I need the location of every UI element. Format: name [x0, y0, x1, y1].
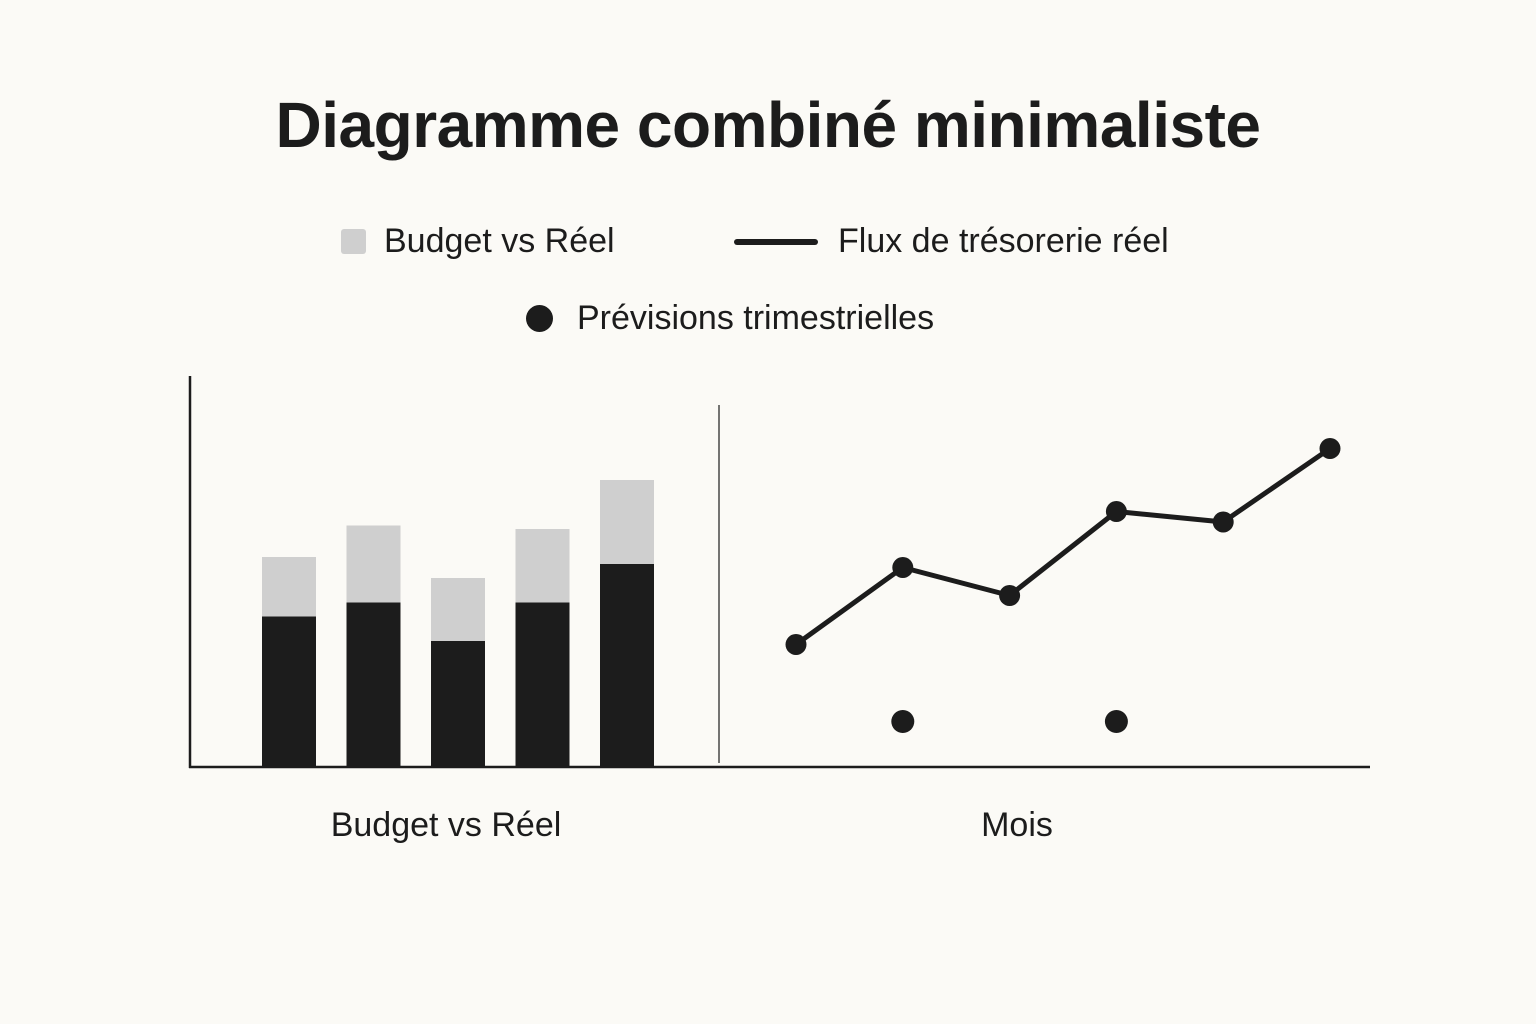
legend-label-cashflow: Flux de trésorerie réel	[838, 222, 1169, 260]
bar-actual	[431, 641, 485, 767]
cashflow-point	[785, 634, 807, 655]
bar-chart-panel	[262, 480, 654, 767]
bar-actual	[262, 616, 316, 767]
forecast-point	[891, 710, 915, 733]
chart-title: Diagramme combiné minimaliste	[275, 89, 1261, 161]
cashflow-point	[1212, 511, 1234, 533]
legend-item-forecast: Prévisions trimestrielles	[526, 299, 934, 338]
cashflow-point	[892, 557, 914, 578]
cashflow-line	[793, 446, 1333, 647]
legend-swatch-dot-icon	[526, 305, 553, 332]
bar-actual	[346, 602, 401, 767]
forecast-point	[1104, 710, 1128, 733]
line-x-axis-label: Mois	[981, 806, 1053, 844]
cashflow-point	[999, 585, 1021, 606]
legend-swatch-line-icon	[734, 238, 818, 245]
legend-item-cashflow: Flux de trésorerie réel	[734, 222, 1169, 261]
legend-swatch-bar-icon	[341, 229, 366, 254]
chart-axes	[188, 376, 1370, 769]
cashflow-point	[1105, 501, 1127, 522]
bar-x-axis-label: Budget vs Réel	[330, 806, 562, 844]
cashflow-point	[1319, 438, 1341, 459]
legend-label-budget: Budget vs Réel	[384, 222, 615, 260]
line-chart-panel	[785, 438, 1341, 733]
legend-item-budget: Budget vs Réel	[341, 222, 615, 261]
bar-actual	[515, 602, 570, 767]
legend-label-forecast: Prévisions trimestrielles	[577, 299, 935, 337]
bar-actual	[600, 564, 654, 767]
